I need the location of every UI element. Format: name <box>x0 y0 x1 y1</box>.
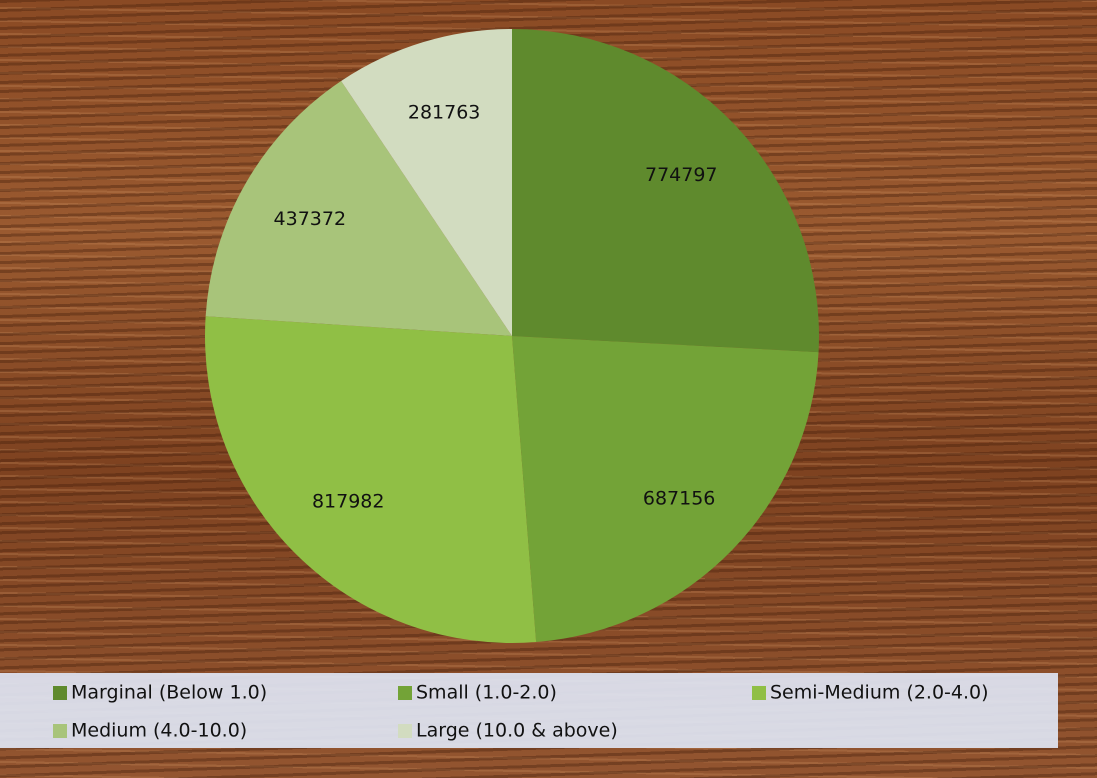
pie-slice <box>512 29 819 353</box>
legend-swatch <box>53 686 67 700</box>
legend-swatch <box>398 724 412 738</box>
pie-slice <box>205 80 512 337</box>
legend-swatch <box>53 724 67 738</box>
data-label: 437372 <box>274 208 347 230</box>
data-label: 281763 <box>408 101 481 123</box>
legend-label: Marginal (Below 1.0) <box>71 682 267 704</box>
pie-slice <box>341 28 512 336</box>
legend-label: Large (10.0 & above) <box>416 720 618 742</box>
data-label: 774797 <box>645 164 718 186</box>
pie-slice <box>512 336 819 643</box>
legend-swatch <box>398 686 412 700</box>
pie-slice <box>204 316 537 643</box>
legend-label: Semi-Medium (2.0-4.0) <box>770 682 989 704</box>
data-label: 817982 <box>312 491 385 513</box>
legend-swatch <box>752 686 766 700</box>
data-label: 687156 <box>643 487 716 509</box>
legend-label: Small (1.0-2.0) <box>416 682 557 704</box>
legend-label: Medium (4.0-10.0) <box>71 720 247 742</box>
legend-box <box>0 673 1058 748</box>
